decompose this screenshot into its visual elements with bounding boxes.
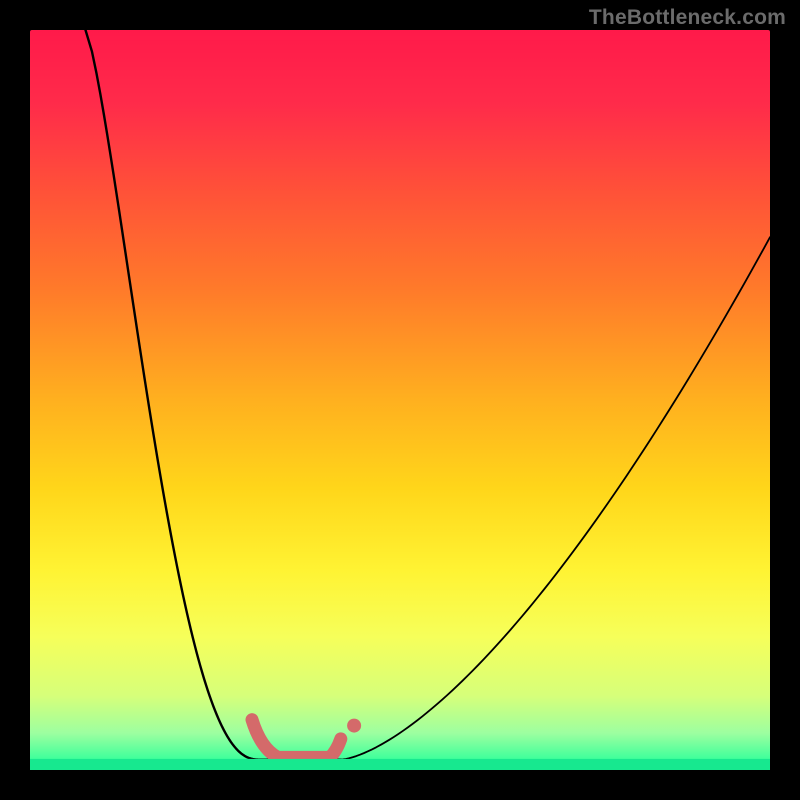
chart-container: TheBottleneck.com xyxy=(0,0,800,800)
green-band xyxy=(30,759,770,770)
watermark-text: TheBottleneck.com xyxy=(589,6,786,30)
right-curve xyxy=(341,237,770,759)
plot-area xyxy=(30,30,770,770)
dip-highlight-stroke xyxy=(252,720,341,758)
chart-svg xyxy=(30,30,770,770)
dip-highlight-dot xyxy=(347,719,361,733)
left-curve xyxy=(86,30,341,760)
